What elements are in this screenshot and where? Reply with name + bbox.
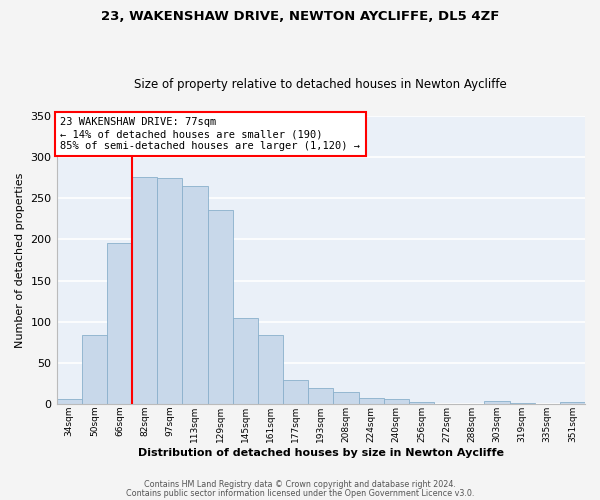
Text: 23, WAKENSHAW DRIVE, NEWTON AYCLIFFE, DL5 4ZF: 23, WAKENSHAW DRIVE, NEWTON AYCLIFFE, DL…	[101, 10, 499, 23]
Bar	[383, 399, 409, 404]
Bar	[157, 178, 182, 404]
Bar	[132, 177, 157, 404]
Text: 23 WAKENSHAW DRIVE: 77sqm
← 14% of detached houses are smaller (190)
85% of semi: 23 WAKENSHAW DRIVE: 77sqm ← 14% of detac…	[61, 118, 361, 150]
Bar	[233, 318, 258, 404]
Bar	[308, 388, 334, 404]
Bar	[334, 392, 359, 404]
Y-axis label: Number of detached properties: Number of detached properties	[15, 172, 25, 348]
Bar	[56, 399, 82, 404]
Bar	[359, 398, 383, 404]
Text: Contains HM Land Registry data © Crown copyright and database right 2024.: Contains HM Land Registry data © Crown c…	[144, 480, 456, 489]
Bar	[409, 402, 434, 404]
Text: Contains public sector information licensed under the Open Government Licence v3: Contains public sector information licen…	[126, 488, 474, 498]
Bar	[107, 242, 132, 404]
Bar	[484, 401, 509, 404]
Title: Size of property relative to detached houses in Newton Aycliffe: Size of property relative to detached ho…	[134, 78, 507, 91]
Bar	[182, 186, 208, 404]
Bar	[258, 335, 283, 404]
Bar	[283, 380, 308, 404]
Bar	[560, 402, 585, 404]
Bar	[82, 335, 107, 404]
X-axis label: Distribution of detached houses by size in Newton Aycliffe: Distribution of detached houses by size …	[138, 448, 504, 458]
Bar	[208, 210, 233, 404]
